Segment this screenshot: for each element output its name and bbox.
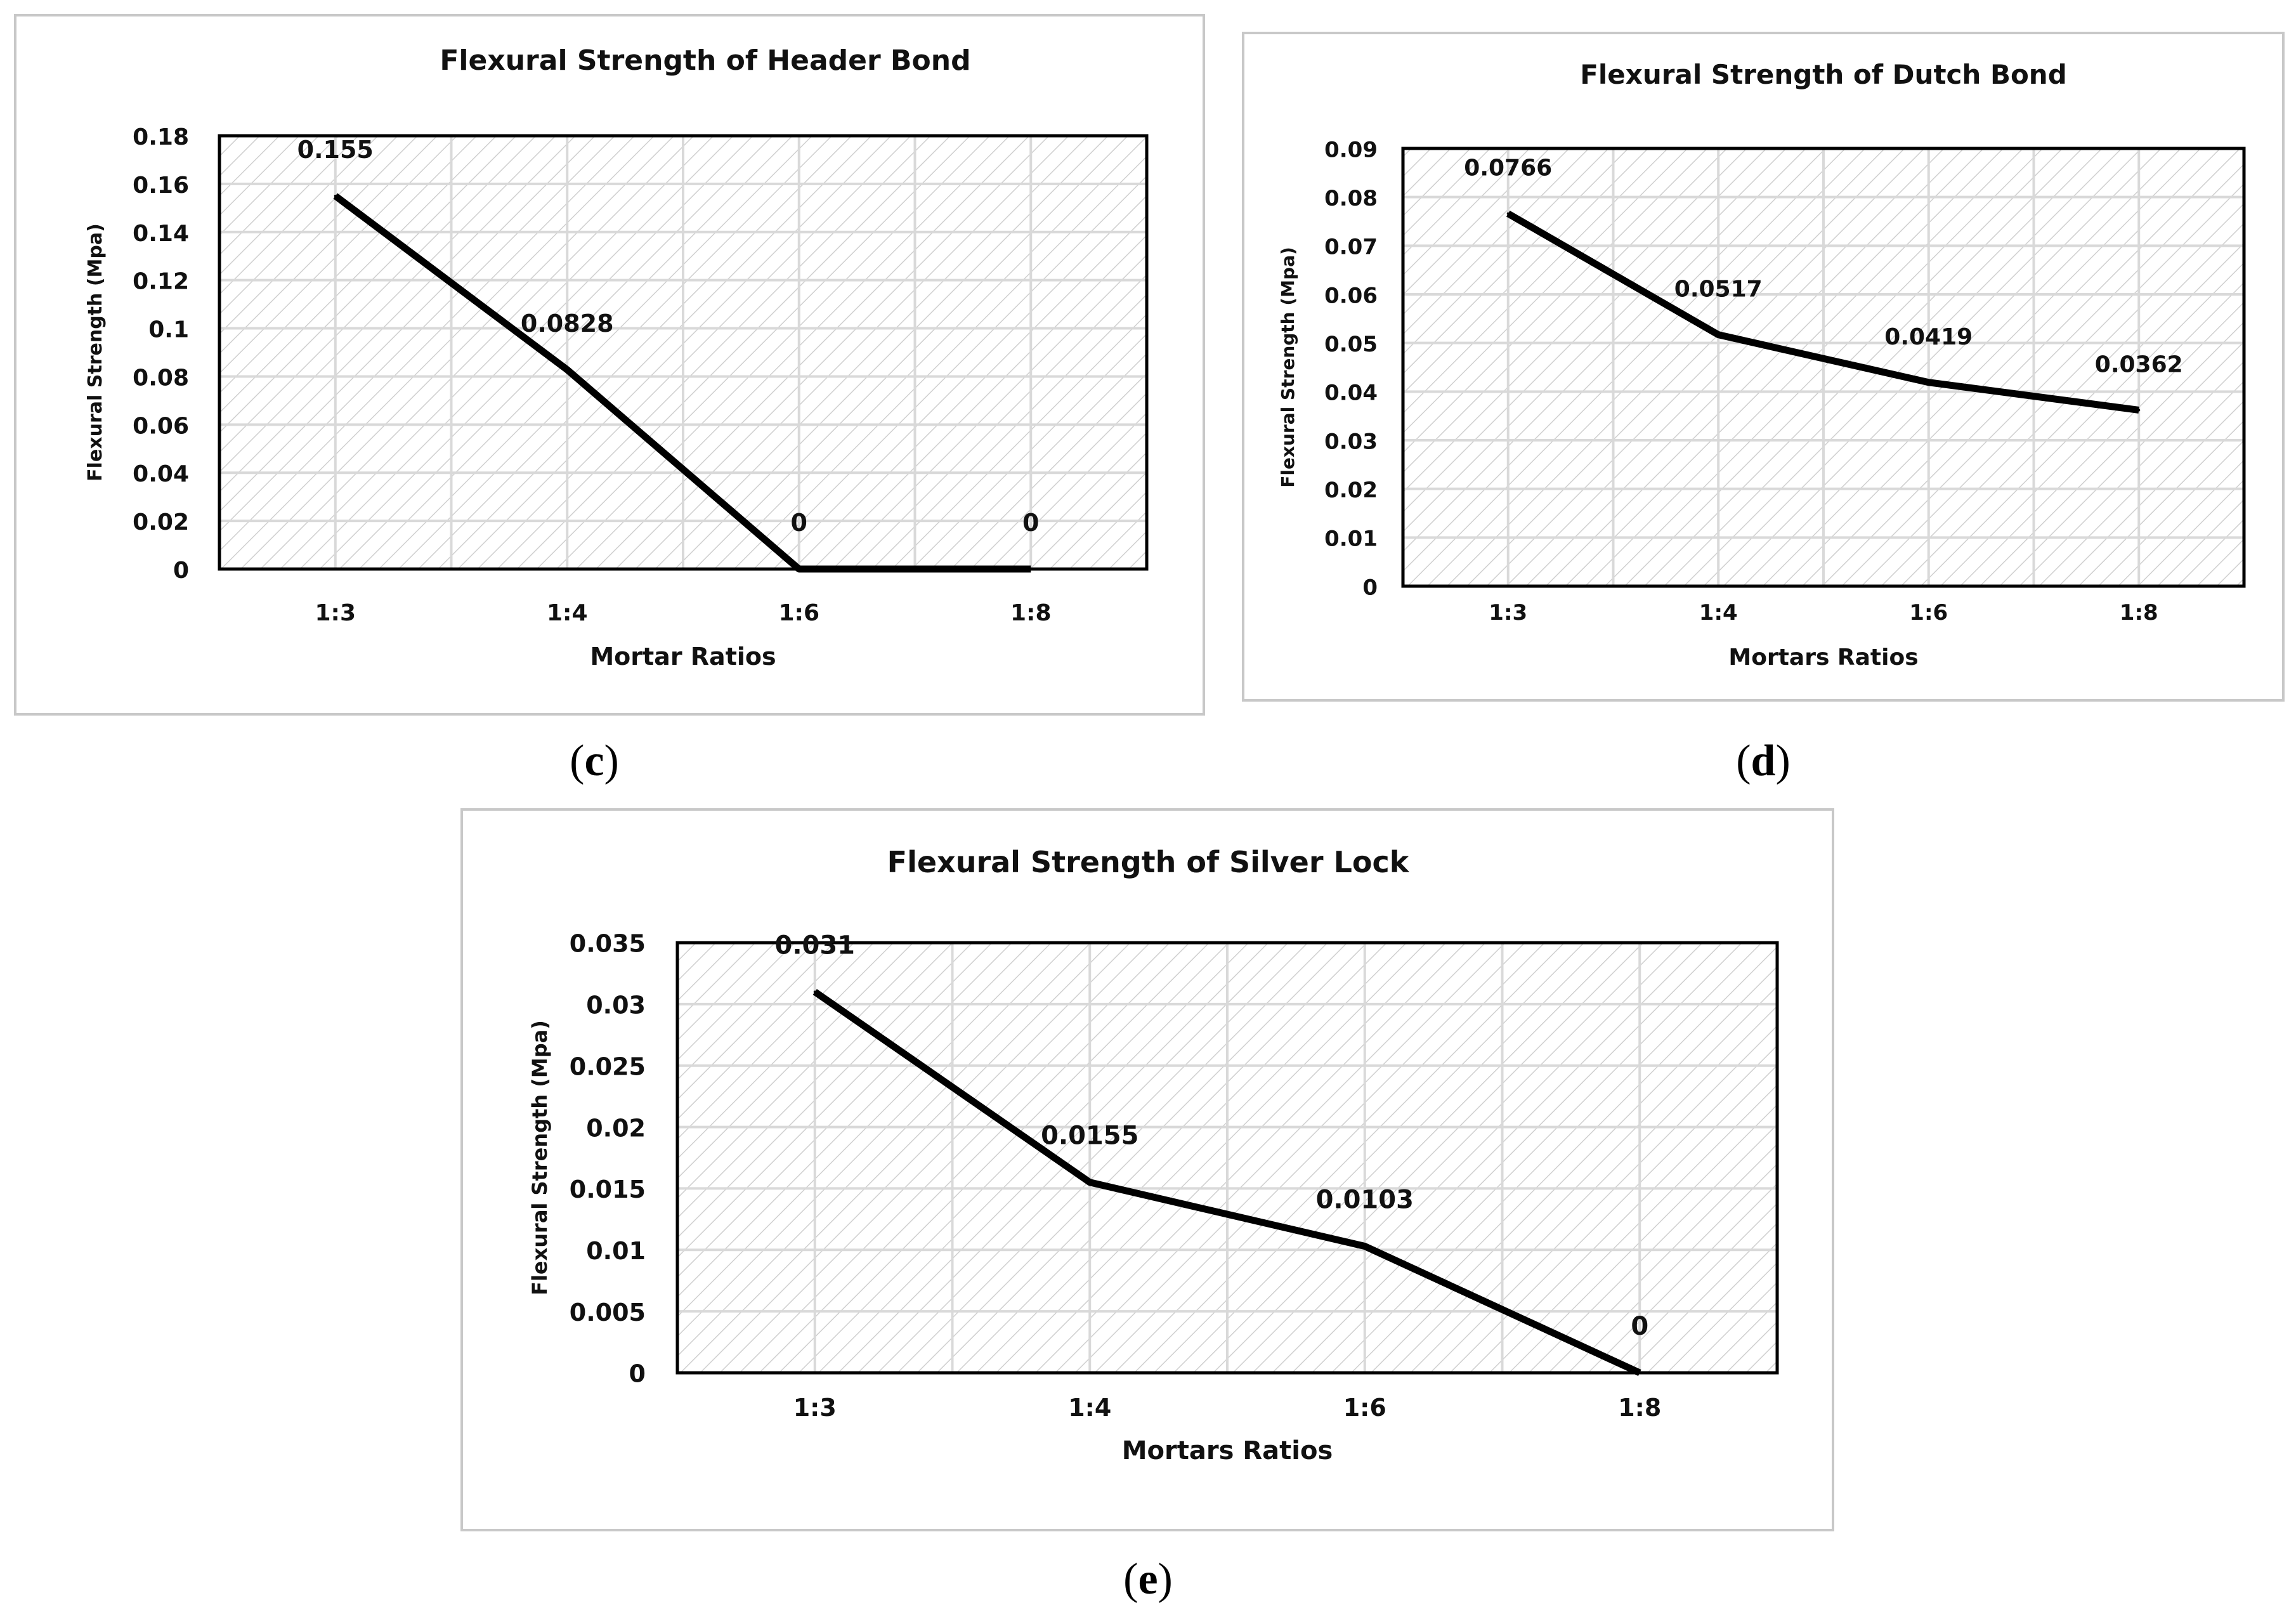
data-label: 0.0419 bbox=[1884, 324, 1973, 350]
x-axis-label-d: Mortars Ratios bbox=[1728, 645, 1918, 671]
data-point bbox=[1363, 1245, 1366, 1248]
x-tick-label: 1:6 bbox=[1909, 600, 1948, 625]
chart-panel-c bbox=[14, 14, 1205, 716]
data-point bbox=[813, 990, 816, 993]
y-tick-label: 0.01 bbox=[586, 1237, 646, 1265]
x-tick-label: 1:6 bbox=[1343, 1394, 1386, 1422]
data-label: 0.0103 bbox=[1316, 1185, 1414, 1214]
y-tick-label: 0.03 bbox=[586, 992, 646, 1019]
data-label: 0.0362 bbox=[2095, 351, 2183, 377]
data-label: 0.031 bbox=[774, 931, 855, 960]
y-tick-label: 0 bbox=[1362, 575, 1378, 600]
y-axis-label-d: Flexural Strength (Mpa) bbox=[1277, 247, 1298, 488]
data-point bbox=[1506, 212, 1510, 215]
data-label: 0 bbox=[1631, 1312, 1648, 1341]
plot-frame-e bbox=[675, 941, 1779, 1375]
x-tick-label: 1:3 bbox=[1489, 600, 1527, 625]
y-tick-label: 0.025 bbox=[570, 1052, 646, 1080]
plot-area-e bbox=[677, 943, 1777, 1373]
y-tick-label: 0.03 bbox=[1324, 429, 1378, 454]
data-label: 0.0766 bbox=[1464, 155, 1552, 181]
chart-title-d: Flexural Strength of Dutch Bond bbox=[1580, 59, 2067, 90]
y-tick-label: 0.06 bbox=[1324, 283, 1378, 308]
x-axis-label-e: Mortars Ratios bbox=[1122, 1436, 1333, 1465]
x-tick-label: 1:8 bbox=[2120, 600, 2158, 625]
y-tick-label: 0 bbox=[629, 1360, 646, 1388]
plot-frame-d bbox=[1401, 147, 2246, 588]
data-point bbox=[2137, 409, 2141, 412]
y-axis-label-e: Flexural Strength (Mpa) bbox=[528, 1020, 552, 1295]
y-tick-label: 0.02 bbox=[586, 1114, 646, 1142]
data-label: 0.0517 bbox=[1674, 277, 1763, 303]
y-tick-label: 0.005 bbox=[570, 1299, 646, 1326]
y-tick-label: 0.015 bbox=[570, 1175, 646, 1203]
data-label: 0.0155 bbox=[1041, 1122, 1138, 1151]
chart-panel-e bbox=[460, 808, 1834, 1531]
y-tick-label: 0.035 bbox=[570, 930, 646, 958]
x-tick-label: 1:3 bbox=[793, 1394, 837, 1422]
data-point bbox=[1927, 381, 1930, 384]
chart-title-e: Flexural Strength of Silver Lock bbox=[887, 845, 1410, 879]
y-tick-label: 0.02 bbox=[1324, 478, 1378, 503]
series-line-d bbox=[1506, 210, 2139, 414]
y-tick-label: 0.05 bbox=[1324, 332, 1378, 357]
y-tick-label: 0.07 bbox=[1324, 235, 1378, 260]
caption-e: (e) bbox=[1123, 1555, 1173, 1604]
y-tick-label: 0.09 bbox=[1324, 137, 1378, 162]
y-tick-label: 0.01 bbox=[1324, 527, 1378, 552]
x-tick-label: 1:4 bbox=[1068, 1394, 1111, 1422]
y-tick-label: 0.08 bbox=[1324, 186, 1378, 211]
series-line-e bbox=[812, 988, 1641, 1376]
data-point bbox=[1717, 333, 1720, 336]
caption-d: (d) bbox=[1736, 737, 1790, 785]
data-point bbox=[1088, 1181, 1092, 1184]
chart-panel-d bbox=[1242, 32, 2285, 702]
data-point bbox=[1638, 1372, 1641, 1374]
caption-c: (c) bbox=[570, 737, 619, 785]
x-tick-label: 1:8 bbox=[1618, 1394, 1661, 1422]
plot-area-d bbox=[1403, 148, 2244, 586]
y-tick-label: 0.04 bbox=[1324, 381, 1378, 406]
x-tick-label: 1:4 bbox=[1699, 600, 1738, 625]
